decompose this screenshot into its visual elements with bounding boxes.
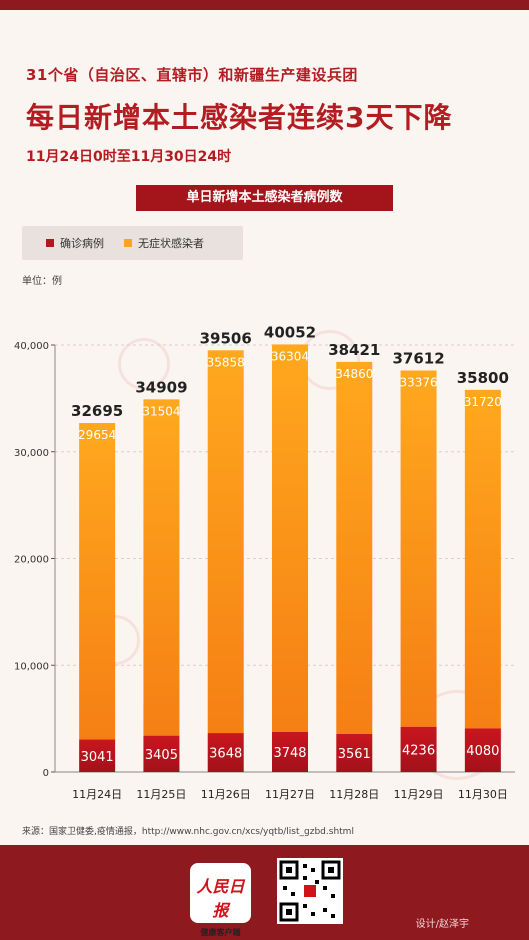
data-label-asymptomatic: 33376: [399, 375, 437, 389]
data-label-confirmed: 3405: [145, 748, 178, 763]
y-tick-label: 20,000: [14, 555, 49, 566]
brand-logo: 人民日报 健康客户端: [190, 863, 251, 937]
source-note: 来源：国家卫健委,疫情通报，http://www.nhc.gov.cn/xcs/…: [22, 827, 354, 837]
bar-asymptomatic: [143, 399, 180, 736]
x-tick-label: 11月24日: [72, 788, 122, 801]
brand-logo-sub: 健康客户端: [200, 928, 241, 937]
brand-logo-mark: 人民日报: [196, 877, 245, 920]
data-label-confirmed: 3748: [273, 746, 306, 761]
x-tick-label: 11月29日: [394, 788, 444, 801]
y-tick-label: 0: [43, 768, 49, 779]
bar-confirmed: [464, 728, 501, 772]
x-tick-label: 11月25日: [136, 788, 186, 801]
stacked-bar-chart: 0 10,000 20,000 30,000 40,000 3041 29654 32695…: [14, 323, 515, 801]
chart-legend: 确诊病例 无症状感染者: [22, 226, 243, 260]
data-label-total: 37612: [392, 349, 444, 367]
top-bar: [0, 0, 529, 10]
data-label-total: 34909: [135, 378, 187, 396]
x-tick-label: 11月28日: [329, 788, 379, 801]
page-title: 每日新增本土感染者连续3天下降: [26, 101, 453, 134]
data-label-asymptomatic: 34860: [335, 367, 373, 381]
qr-code-icon: [279, 860, 341, 922]
footer-bar: 人民日报 健康客户端 设计/赵泽宇: [0, 845, 529, 940]
virus-decoration-icon: [118, 338, 170, 390]
legend-item-asymptomatic: 无症状感染者: [124, 235, 204, 251]
data-label-asymptomatic: 31504: [142, 404, 180, 418]
bar-asymptomatic: [272, 344, 308, 732]
qr-code: [277, 858, 343, 924]
legend-label-confirmed: 确诊病例: [60, 237, 104, 250]
data-label-asymptomatic: 36304: [271, 349, 309, 363]
data-label-confirmed: 3648: [209, 747, 242, 762]
data-label-confirmed: 3561: [338, 747, 371, 762]
data-label-asymptomatic: 29654: [78, 428, 116, 442]
unit-label: 单位：例: [22, 276, 62, 287]
bar-asymptomatic: [207, 350, 244, 734]
date-range: 11月24日0时至11月30日24时: [26, 149, 232, 165]
x-tick-label: 11月27日: [265, 788, 315, 801]
data-label-confirmed: 3041: [81, 750, 114, 765]
bar-confirmed: [207, 733, 244, 772]
headline-scope: 31个省（自治区、直辖市）和新疆生产建设兵团: [26, 66, 358, 84]
data-label-asymptomatic: 31720: [464, 395, 502, 409]
bar-asymptomatic: [400, 370, 437, 727]
data-label-total: 39506: [200, 329, 252, 347]
design-credit: 设计/赵泽宇: [415, 919, 469, 930]
bar-asymptomatic: [79, 422, 116, 740]
bar-asymptomatic: [336, 361, 373, 734]
bar-confirmed: [400, 726, 437, 772]
legend-label-asymptomatic: 无症状感染者: [138, 237, 204, 250]
data-label-confirmed: 4236: [402, 743, 435, 758]
legend-swatch-confirmed: [46, 239, 54, 247]
data-label-asymptomatic: 35858: [207, 355, 245, 369]
data-label-total: 32695: [71, 402, 123, 420]
bar-confirmed: [79, 739, 116, 772]
data-label-confirmed: 4080: [466, 744, 499, 759]
bar-confirmed: [272, 731, 308, 772]
x-tick-label: 11月26日: [201, 788, 251, 801]
legend-item-confirmed: 确诊病例: [46, 235, 104, 251]
bar-confirmed: [336, 733, 373, 772]
legend-swatch-asymptomatic: [124, 239, 132, 247]
bar-confirmed: [143, 735, 180, 772]
bar-asymptomatic: [464, 389, 501, 729]
data-label-total: 38421: [328, 341, 380, 359]
chart-title-badge: 单日新增本土感染者病例数: [136, 185, 393, 211]
y-tick-label: 40,000: [14, 341, 49, 352]
data-label-total: 35800: [457, 369, 509, 387]
x-tick-label: 11月30日: [458, 788, 508, 801]
y-tick-label: 30,000: [14, 448, 49, 459]
y-tick-label: 10,000: [14, 661, 49, 672]
data-label-total: 40052: [264, 323, 316, 341]
